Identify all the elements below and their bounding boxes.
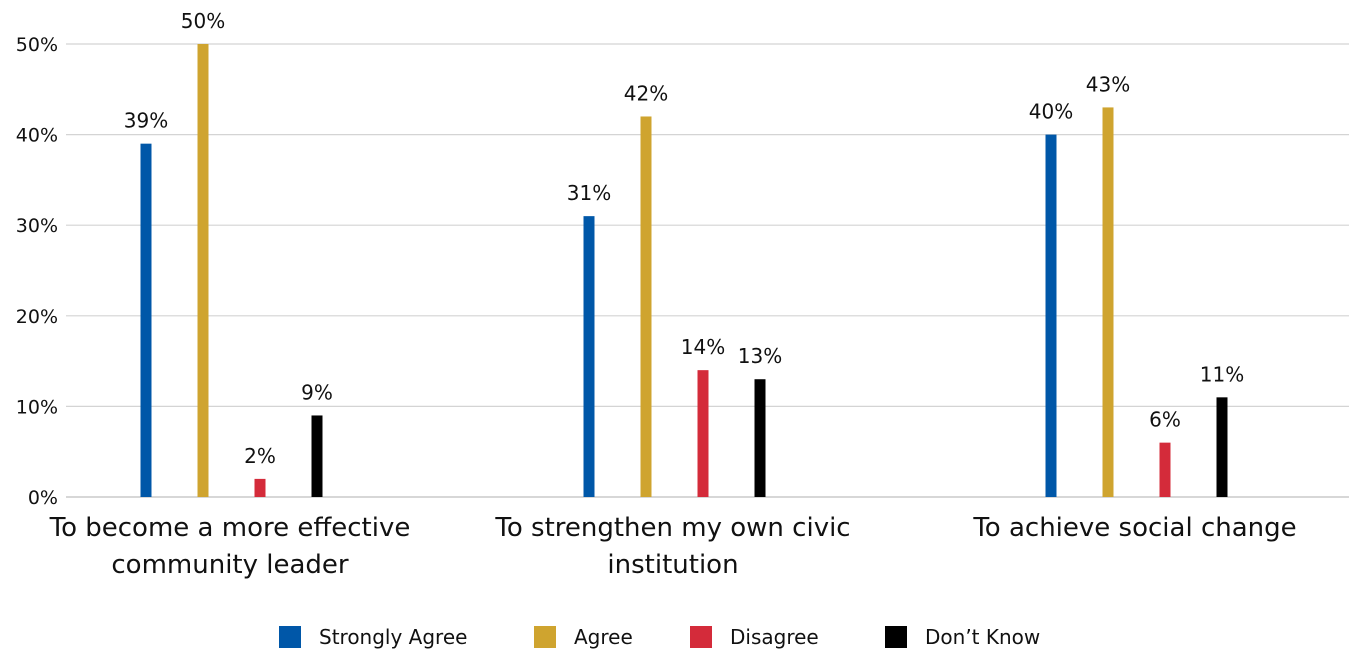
data-label: 9% (301, 380, 333, 404)
y-tick-label: 40% (16, 125, 58, 147)
bar (254, 478, 266, 497)
legend-label: Disagree (730, 625, 819, 649)
bar (197, 44, 209, 497)
category-label: institution (607, 550, 738, 580)
gridlines (66, 43, 1349, 498)
legend: Strongly Agree Agree Disagree Don’t Know (279, 625, 1040, 649)
data-label: 14% (681, 335, 725, 359)
category-label: To achieve social change (972, 513, 1296, 543)
data-labels: 39% 31% 40% 50% 42% 43% 2% 14% 6% 9% 13% 11% (124, 9, 1244, 468)
legend-swatch (690, 626, 712, 648)
data-label: 50% (181, 9, 225, 33)
bar (754, 379, 766, 497)
y-tick-label: 0% (28, 487, 58, 509)
data-label: 43% (1086, 72, 1130, 96)
category-label: To become a more effective (49, 513, 411, 543)
y-tick-label: 50% (16, 34, 58, 56)
bar (1216, 397, 1228, 497)
data-label: 13% (738, 344, 782, 368)
bar (583, 216, 595, 497)
bar (311, 415, 323, 497)
data-label: 31% (567, 181, 611, 205)
bars (140, 44, 1228, 498)
data-label: 11% (1200, 362, 1244, 386)
category-label: community leader (111, 550, 349, 580)
legend-label: Don’t Know (925, 625, 1040, 649)
legend-swatch (279, 626, 301, 648)
data-label: 2% (244, 444, 276, 468)
bar (1102, 107, 1114, 498)
bar (1045, 134, 1057, 497)
legend-swatch (885, 626, 907, 648)
y-tick-label: 30% (16, 215, 58, 237)
category-labels: To become a more effective community lead… (49, 513, 1297, 580)
legend-label: Strongly Agree (319, 625, 467, 649)
y-tick-label: 10% (16, 396, 58, 418)
category-label: To strengthen my own civic (494, 513, 850, 543)
legend-label: Agree (574, 625, 633, 649)
y-axis-ticks: 0% 10% 20% 30% 40% 50% (16, 34, 58, 509)
bar (697, 370, 709, 497)
bar (640, 116, 652, 497)
legend-swatch (534, 626, 556, 648)
bar (140, 143, 152, 497)
data-label: 39% (124, 109, 168, 133)
y-tick-label: 20% (16, 306, 58, 328)
data-label: 40% (1029, 100, 1073, 124)
bar (1159, 442, 1171, 497)
data-label: 42% (624, 81, 668, 105)
data-label: 6% (1149, 408, 1181, 432)
